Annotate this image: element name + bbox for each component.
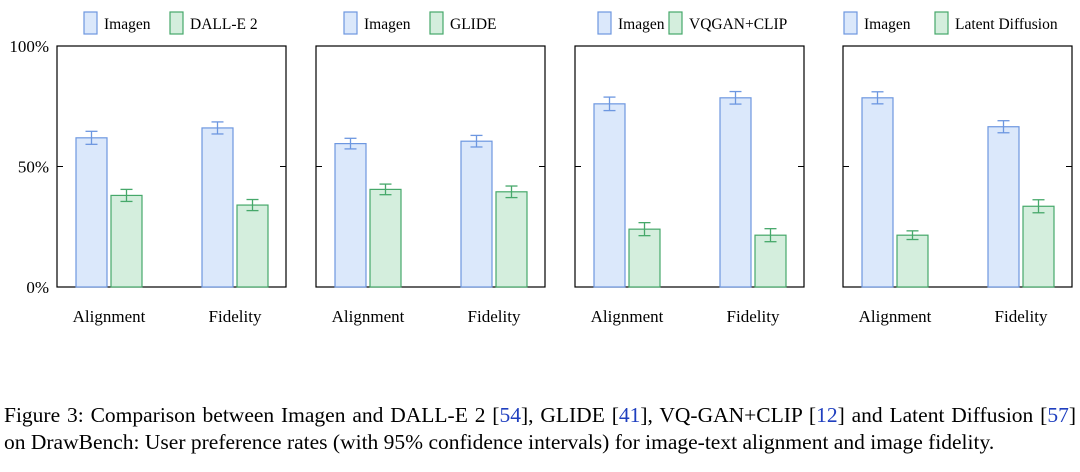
- bar-vqgan-clip-fidelity: [754, 234, 787, 288]
- bar-dall-e-2-alignment: [110, 194, 143, 288]
- y-tick-label: 100%: [9, 37, 49, 56]
- legend-label-imagen: Imagen: [104, 16, 151, 33]
- legend-label-dall-e-2: DALL-E 2: [190, 16, 258, 33]
- legend-label-vqgan-clip: VQGAN+CLIP: [689, 16, 787, 33]
- x-tick-label-fidelity: Fidelity: [727, 307, 780, 326]
- chart-panel-2: Alignment Fidelity Imagen GLIDE: [315, 11, 546, 326]
- legend-label-glide: GLIDE: [450, 16, 497, 33]
- legend-swatch-imagen: [83, 11, 98, 35]
- bar-imagen-alignment: [75, 137, 108, 288]
- caption-text-1: Figure 3: Comparison between Imagen and …: [4, 402, 500, 427]
- legend-label-imagen: Imagen: [618, 16, 665, 33]
- bar-imagen-alignment: [861, 97, 894, 288]
- legend-label-imagen: Imagen: [864, 16, 911, 33]
- y-tick-label: 50%: [18, 158, 49, 177]
- y-tick-label: 0%: [26, 278, 49, 297]
- bar-dall-e-2-fidelity: [236, 204, 269, 288]
- legend-label-imagen: Imagen: [364, 16, 411, 33]
- x-tick-label-alignment: Alignment: [332, 307, 405, 326]
- caption-ref-dalle2[interactable]: 54: [499, 402, 521, 427]
- caption-ref-glide[interactable]: 41: [618, 402, 641, 427]
- x-tick-label-fidelity: Fidelity: [468, 307, 521, 326]
- chart-panel-4: Alignment Fidelity Imagen Latent Diffusion: [842, 11, 1073, 326]
- caption-ref-vqgan[interactable]: 12: [816, 402, 838, 427]
- bar-glide-fidelity: [495, 191, 528, 288]
- bar-latent-diffusion-alignment: [896, 234, 929, 288]
- x-tick-label-alignment: Alignment: [73, 307, 146, 326]
- chart-panel-1: Alignment Fidelity Imagen DALL-E 2: [56, 11, 287, 326]
- legend-swatch-dall-e-2: [169, 11, 184, 35]
- chart-panel-3: Alignment Fidelity Imagen VQGAN+CLIP: [574, 11, 805, 326]
- caption-text-5: ] on DrawBench: User preference rates (w…: [4, 402, 1076, 454]
- x-tick-label-alignment: Alignment: [859, 307, 932, 326]
- caption-text-4: ] and Latent Diffusion [: [837, 402, 1048, 427]
- caption-text-2: ], GLIDE [: [520, 402, 619, 427]
- legend-swatch-vqgan-clip: [668, 11, 683, 35]
- bar-latent-diffusion-fidelity: [1022, 205, 1055, 288]
- bar-imagen-fidelity: [201, 127, 234, 288]
- legend-swatch-latent-diffusion: [934, 11, 949, 35]
- bar-imagen-alignment: [334, 143, 367, 288]
- caption-ref-latent-diffusion[interactable]: 57: [1047, 402, 1069, 427]
- legend-label-latent-diffusion: Latent Diffusion: [955, 16, 1058, 33]
- x-tick-label-fidelity: Fidelity: [209, 307, 262, 326]
- bar-imagen-fidelity: [460, 140, 493, 288]
- bar-imagen-fidelity: [987, 126, 1020, 288]
- legend-swatch-imagen: [343, 11, 358, 35]
- legend-swatch-glide: [429, 11, 444, 35]
- x-tick-label-fidelity: Fidelity: [995, 307, 1048, 326]
- figure-3-chart: 0% 50% 100% Alignment Fidelity Imagen DALL-E 2…: [9, 11, 1073, 326]
- figure-caption: Figure 3: Comparison between Imagen and …: [4, 402, 1076, 456]
- legend-swatch-imagen: [597, 11, 612, 35]
- bar-glide-alignment: [369, 188, 402, 288]
- legend-swatch-imagen: [843, 11, 858, 35]
- x-tick-label-alignment: Alignment: [591, 307, 664, 326]
- bar-imagen-fidelity: [719, 97, 752, 288]
- bar-vqgan-clip-alignment: [628, 228, 661, 288]
- bar-imagen-alignment: [593, 103, 626, 288]
- caption-text-3: ], VQ-GAN+CLIP [: [640, 402, 817, 427]
